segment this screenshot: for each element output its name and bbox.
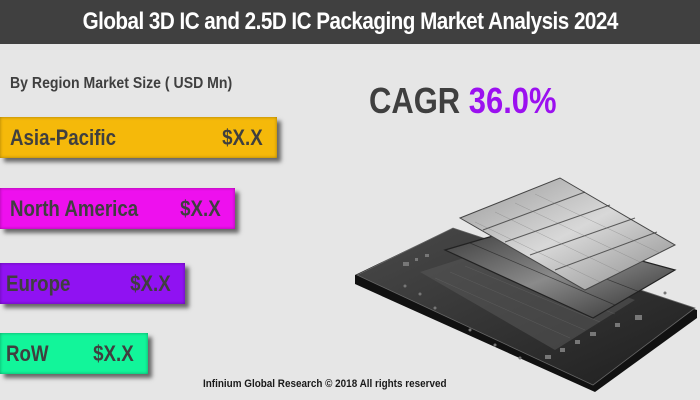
region-bar-asia-pacific: Asia-Pacific $X.X: [0, 117, 277, 158]
region-section-title: By Region Market Size ( USD Mn): [10, 75, 233, 92]
region-value: $X.X: [222, 124, 263, 150]
region-label: Europe: [6, 270, 71, 296]
cagr-display: CAGR 36.0%: [369, 80, 557, 122]
region-value: $X.X: [93, 340, 134, 366]
region-value: $X.X: [130, 270, 171, 296]
region-label: RoW: [6, 340, 49, 366]
copyright-footer: Infinium Global Research © 2018 All righ…: [203, 378, 447, 390]
page-title-banner: Global 3D IC and 2.5D IC Packaging Marke…: [0, 0, 700, 44]
cagr-label: CAGR: [369, 80, 461, 121]
chip-package-icon: [355, 177, 697, 392]
region-bar-row: RoW $X.X: [0, 333, 148, 374]
region-bar-europe: Europe $X.X: [0, 263, 185, 304]
cagr-value: 36.0%: [468, 80, 557, 121]
region-label: North America: [10, 195, 139, 221]
region-value: $X.X: [180, 195, 221, 221]
region-label: Asia-Pacific: [10, 124, 117, 150]
region-bar-north-america: North America $X.X: [0, 188, 235, 229]
page-title: Global 3D IC and 2.5D IC Packaging Marke…: [82, 8, 618, 35]
